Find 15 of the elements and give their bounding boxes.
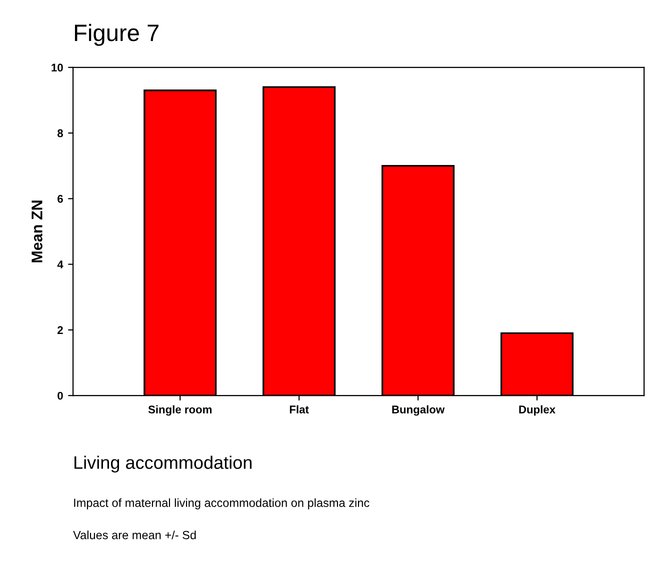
text: Values are mean +/- Sd <box>73 530 196 540</box>
x-tick-label: Bungalow <box>392 405 445 416</box>
x-axis-title: Living accommodation <box>74 456 252 473</box>
x-tick-label: Single room <box>148 405 212 416</box>
y-axis-title: Mean ZN <box>32 200 42 262</box>
y-tick-label: 6 <box>58 194 63 203</box>
y-tick-label: 10 <box>52 64 63 72</box>
y-tick-label: 8 <box>57 129 63 138</box>
chart-title: Figure 7 <box>74 24 158 46</box>
text: Impact of maternal living accommodation on plasma zinc <box>74 498 370 510</box>
y-tick-label: 0 <box>58 392 63 400</box>
x-tick-label: Flat <box>290 405 309 414</box>
y-tick-label: 4 <box>57 260 64 268</box>
y-tick-label: 2 <box>58 326 63 334</box>
x-tick-label: Duplex <box>519 405 556 416</box>
